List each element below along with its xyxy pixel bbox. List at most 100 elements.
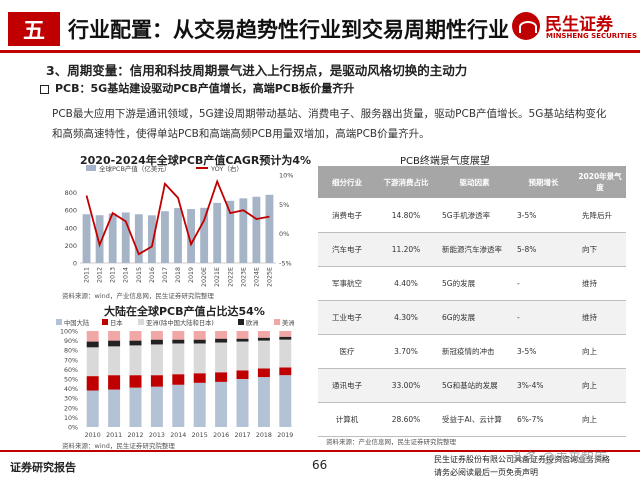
stacked-bar-segment <box>108 375 121 390</box>
stacked-bar-segment <box>172 343 185 375</box>
table-cell: 4.40% <box>376 266 436 301</box>
logo-icon <box>512 12 540 40</box>
x-tick-label: 2015 <box>136 267 143 283</box>
table-row: 计算机 28.60% 受益于AI、云计算 6%-7% 向上 <box>318 402 626 437</box>
table-row: 通讯电子 33.00% 5G和基站的发展 3%-4% 向上 <box>318 368 626 403</box>
table-cell: 工业电子 <box>318 300 376 335</box>
x-tick-label: 2017 <box>234 432 250 439</box>
stacked-bar-segment <box>236 379 249 427</box>
stacked-bar-segment <box>193 339 206 344</box>
stacked-bar-segment <box>236 331 249 339</box>
table-cell: 通讯电子 <box>318 368 376 403</box>
stacked-bar-segment <box>279 367 292 376</box>
stacked-bar-segment <box>257 368 270 378</box>
legend-swatch <box>238 319 244 325</box>
bar-mark <box>147 215 156 263</box>
table-cell: - <box>513 266 574 301</box>
bullet-heading: PCB：5G基站建设驱动PCB产值增长，高端PCB板价量齐升 <box>40 80 354 96</box>
stacked-bar-segment <box>257 331 270 338</box>
legend-swatch <box>274 319 280 325</box>
footer-disclaimer-2: 请务必阅读最后一页免责声明 <box>434 468 538 477</box>
table-row: 汽车电子 11.20% 新能源汽车渗透率 5-8% 向下 <box>318 232 626 267</box>
y-tick-label: 20% <box>64 405 78 412</box>
bar-mark <box>82 214 91 263</box>
y-right-tick-label: -5% <box>279 260 292 268</box>
bar-mark <box>265 194 274 263</box>
stacked-bar-segment <box>150 386 163 427</box>
stacked-bar-segment <box>193 343 206 374</box>
footer-report-label: 证券研究报告 <box>10 461 76 474</box>
x-tick-label: 2018 <box>256 432 272 439</box>
table-cell: 受益于AI、云计算 <box>436 402 513 437</box>
stacked-bar-segment <box>86 341 99 348</box>
stacked-bar-segment <box>129 387 142 427</box>
y-left-tick-label: 200 <box>65 242 77 250</box>
table-cell: 向上 <box>574 368 626 403</box>
x-tick-label: 2011 <box>106 432 122 439</box>
stacked-bar-segment <box>129 340 142 346</box>
stacked-bar-segment <box>193 331 206 340</box>
stacked-bar-segment <box>215 381 228 427</box>
x-tick-label: 2015 <box>192 432 208 439</box>
table-header-cell: 细分行业 <box>318 166 376 199</box>
stacked-bar-segment <box>279 336 292 340</box>
x-tick-label: 2021E <box>214 267 221 287</box>
bar-mark <box>108 213 117 263</box>
table-row: 军事航空 4.40% 5G的发展 - 维持 <box>318 266 626 301</box>
stacked-bar-segment <box>129 375 142 388</box>
chart1-global-pcb-output: 全球PCB产值（亿美元） YOY（右） 0 200 400 600 800 -5% 0% 5% 10… <box>65 164 294 287</box>
subheading: 3、周期变量：信用和科技周期景气进入上行拐点，是驱动风格切换的主动力 <box>46 63 468 78</box>
table-cell: 33.00% <box>376 368 436 403</box>
stacked-bar-segment <box>215 342 228 373</box>
legend-label: 亚洲(除中国大陆和日本) <box>146 318 214 327</box>
stacked-bar-segment <box>257 340 270 369</box>
table-title: PCB终端景气度展望 <box>400 156 490 167</box>
bullet-text: PCB：5G基站建设驱动PCB产值增长，高端PCB板价量齐升 <box>55 82 355 95</box>
bar-mark <box>226 200 235 263</box>
table-cell: 向上 <box>574 334 626 369</box>
legend-swatch-bar <box>86 165 96 171</box>
stacked-bar-segment <box>257 377 270 427</box>
x-tick-label: 2014 <box>123 267 130 283</box>
stacked-bar-segment <box>172 374 185 385</box>
stacked-bar-segment <box>193 373 206 383</box>
y-right-tick-label: 0% <box>279 230 289 238</box>
table-cell: 新能源汽车渗透率 <box>436 232 513 267</box>
stacked-bar-segment <box>172 331 185 340</box>
table-cell: - <box>513 300 574 335</box>
stacked-bar-segment <box>279 375 292 427</box>
y-tick-label: 10% <box>64 415 78 422</box>
table-cell: 5G的发展 <box>436 266 513 301</box>
page-number: 66 <box>312 458 328 472</box>
stacked-bar-segment <box>215 372 228 382</box>
y-left-tick-label: 0 <box>73 260 77 268</box>
y-tick-label: 40% <box>64 386 78 393</box>
x-tick-label: 2013 <box>110 267 117 283</box>
legend-label: 中国大陆 <box>64 318 90 327</box>
y-left-tick-label: 600 <box>65 207 77 215</box>
footer-disclaimer-1: 民生证券股份有限公司具备证券投资咨询业务资格 <box>434 455 610 464</box>
bar-mark <box>161 211 169 263</box>
x-tick-label: 2024E <box>253 267 260 287</box>
footer-divider <box>0 450 640 452</box>
stacked-bar-segment <box>108 331 121 341</box>
table-cell: 计算机 <box>318 402 376 437</box>
bar-mark <box>200 207 209 263</box>
y-tick-label: 80% <box>64 348 78 355</box>
y-tick-label: 100% <box>60 329 78 336</box>
table-header-row: 细分行业 下游消费占比 驱动因素 预期增长 2020年景气度 <box>318 166 626 199</box>
x-tick-label: 2025E <box>266 267 273 287</box>
table-source: 资料来源：产业信息网，民生证券研究院整理 <box>326 438 456 446</box>
table-cell: 3.70% <box>376 334 436 369</box>
stacked-bar-segment <box>150 331 163 340</box>
x-tick-label: 2019 <box>277 432 293 439</box>
legend-label: 美洲 <box>282 318 295 327</box>
stacked-bar-segment <box>236 370 249 379</box>
legend-label-line: YOY（右） <box>210 164 243 173</box>
table-cell: 向上 <box>574 402 626 437</box>
table-header-cell: 驱动因素 <box>436 166 513 199</box>
stacked-bar-segment <box>257 337 270 341</box>
bar-mark <box>95 215 104 263</box>
x-tick-label: 2013 <box>149 432 165 439</box>
square-bullet-icon <box>40 84 49 94</box>
